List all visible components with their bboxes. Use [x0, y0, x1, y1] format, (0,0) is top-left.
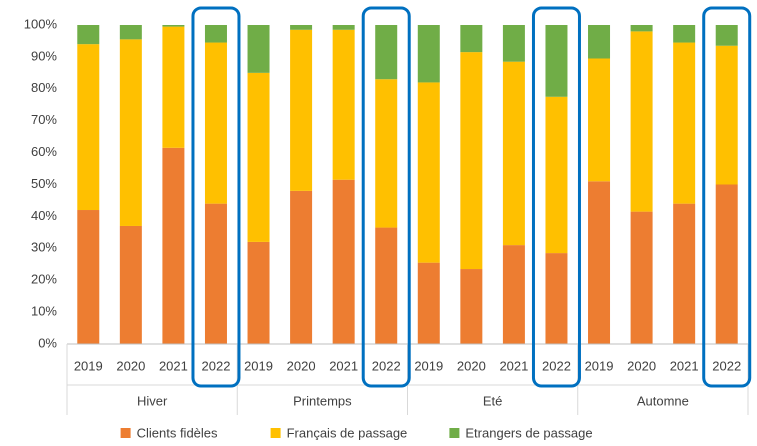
highlight-box	[531, 6, 581, 388]
highlight-box	[702, 6, 752, 388]
group-label: Printemps	[293, 393, 352, 408]
legend-swatch	[120, 428, 131, 438]
x-tick-label: 2022	[712, 358, 741, 373]
highlight-box	[361, 6, 411, 388]
y-tick-label: 0%	[38, 335, 57, 350]
legend-label: Clients fidèles	[137, 425, 218, 440]
legend-label: Français de passage	[287, 425, 408, 440]
bar-segment	[460, 25, 483, 53]
bar-segment	[715, 184, 738, 344]
bar-segment	[247, 241, 270, 344]
y-tick-label: 70%	[31, 112, 57, 127]
group-label: Automne	[637, 393, 689, 408]
bar-segment	[119, 225, 142, 344]
x-tick-label: 2019	[585, 358, 614, 373]
bar-segment	[290, 29, 313, 191]
highlight-box	[191, 6, 241, 388]
legend-label: Etrangers de passage	[465, 425, 592, 440]
bar-segment	[545, 25, 568, 97]
x-tick-label: 2022	[372, 358, 401, 373]
bar-segment	[630, 211, 653, 344]
bar-segment	[375, 25, 398, 80]
x-tick-label: 2019	[414, 358, 443, 373]
bar-segment	[204, 25, 227, 43]
y-tick-label: 80%	[31, 80, 57, 95]
bar-segment	[630, 31, 653, 212]
y-tick-label: 50%	[31, 176, 57, 191]
bar-segment	[332, 25, 355, 30]
bar-segment	[502, 245, 525, 344]
bar-segment	[673, 42, 696, 204]
x-tick-label: 2020	[627, 358, 656, 373]
bar-segment	[673, 25, 696, 43]
group-label: Hiver	[137, 393, 168, 408]
bar-segment	[588, 25, 611, 59]
bar-segment	[332, 179, 355, 344]
bar-segment	[715, 25, 738, 46]
bar-segment	[417, 82, 440, 263]
bar-segment	[417, 25, 440, 83]
bar-segment	[375, 79, 398, 228]
bar-segment	[119, 25, 142, 40]
bar-segment	[588, 181, 611, 344]
bar-segment	[460, 269, 483, 344]
bar-segment	[502, 25, 525, 62]
x-tick-label: 2021	[670, 358, 699, 373]
x-tick-label: 2022	[542, 358, 571, 373]
bar-segment	[247, 25, 270, 73]
bar-segment	[290, 25, 313, 30]
bar-segment	[77, 25, 100, 45]
bar-segment	[119, 39, 142, 226]
bar-segment	[460, 52, 483, 270]
bar-segment	[715, 45, 738, 185]
y-tick-label: 90%	[31, 48, 57, 63]
x-tick-label: 2020	[457, 358, 486, 373]
bar-segment	[545, 253, 568, 344]
legend-swatch	[449, 428, 460, 438]
x-tick-label: 2021	[329, 358, 358, 373]
group-label: Eté	[483, 393, 503, 408]
x-tick-label: 2020	[116, 358, 145, 373]
x-tick-label: 2019	[244, 358, 273, 373]
bar-segment	[204, 203, 227, 344]
bar-segment	[290, 190, 313, 344]
bar-segment	[588, 58, 611, 182]
x-tick-label: 2021	[499, 358, 528, 373]
bar-segment	[162, 25, 185, 27]
bar-segment	[502, 61, 525, 246]
bar-segment	[247, 72, 270, 242]
bar-segment	[162, 147, 185, 344]
bar-segment	[375, 227, 398, 344]
bar-segment	[204, 42, 227, 204]
bar-segment	[332, 29, 355, 180]
bar-segment	[77, 44, 100, 211]
y-tick-label: 10%	[31, 304, 57, 319]
y-tick-label: 30%	[31, 240, 57, 255]
bar-segment	[417, 262, 440, 344]
x-tick-label: 2019	[74, 358, 103, 373]
y-tick-label: 60%	[31, 144, 57, 159]
bar-segment	[630, 25, 653, 32]
y-tick-label: 40%	[31, 208, 57, 223]
bar-segment	[77, 210, 100, 344]
bar-segment	[673, 203, 696, 344]
legend-swatch	[270, 428, 281, 438]
bar-segment	[162, 26, 185, 148]
x-tick-label: 2021	[159, 358, 188, 373]
bar-segment	[545, 96, 568, 254]
x-tick-label: 2020	[287, 358, 316, 373]
y-tick-label: 20%	[31, 272, 57, 287]
y-tick-label: 100%	[24, 16, 58, 31]
x-tick-label: 2022	[202, 358, 231, 373]
